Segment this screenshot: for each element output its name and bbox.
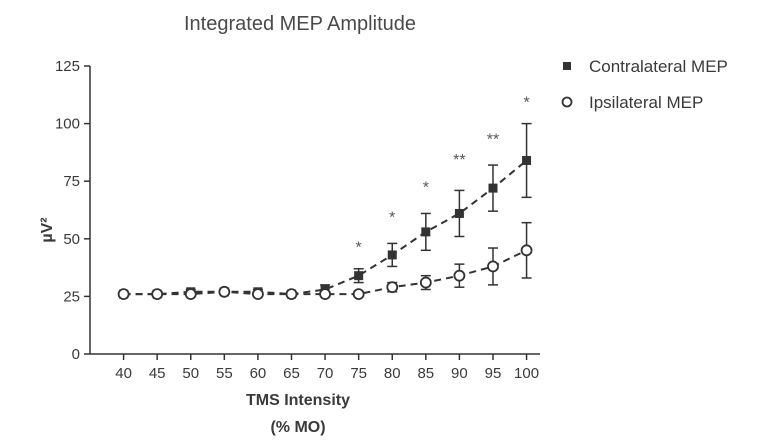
- x-tick-label: 45: [149, 365, 166, 382]
- data-point-square: [354, 271, 364, 281]
- data-point-square: [421, 227, 431, 237]
- data-point-circle: [419, 276, 432, 289]
- significance-marker: *: [523, 94, 529, 111]
- data-point-circle: [252, 288, 264, 300]
- data-point-square: [387, 250, 397, 260]
- data-point-circle: [352, 288, 365, 300]
- data-point-circle: [520, 244, 533, 257]
- x-tick-label: 55: [216, 365, 233, 382]
- legend-marker-ipsilateral: [561, 96, 573, 108]
- data-point-circle: [319, 288, 331, 300]
- y-tick-label: 50: [63, 231, 80, 248]
- data-point-circle: [487, 260, 499, 273]
- legend: Contralateral MEP Ipsilateral MEP: [561, 57, 728, 112]
- legend-marker-contralateral: [563, 62, 571, 70]
- x-tick-label: 40: [115, 365, 132, 382]
- significance-marker: **: [453, 152, 465, 169]
- x-tick-label: 65: [283, 365, 300, 382]
- legend-label-contralateral: Contralateral MEP: [589, 57, 728, 76]
- data-point-circle: [453, 269, 466, 282]
- data-point-circle: [151, 288, 164, 300]
- x-ticks: 40 45 50 55 60 65 70 75 80 85 90 95 100: [115, 354, 539, 382]
- legend-label-ipsilateral: Ipsilateral MEP: [589, 93, 703, 112]
- x-tick-label: 75: [350, 365, 367, 382]
- significance-marker: *: [389, 210, 395, 227]
- data-point-circle: [117, 288, 130, 300]
- data-point-square: [454, 208, 464, 218]
- data-point-circle: [184, 288, 197, 300]
- x-tick-label: 60: [250, 365, 267, 382]
- data-point-square: [522, 155, 532, 165]
- x-tick-label: 80: [384, 365, 401, 382]
- y-tick-label: 0: [72, 346, 80, 363]
- y-tick-label: 75: [63, 173, 80, 190]
- y-tick-label: 100: [55, 116, 80, 133]
- significance-marker: **: [487, 131, 499, 148]
- x-tick-label: 90: [451, 365, 468, 382]
- y-ticks: 0 25 50 75 100 125: [55, 58, 90, 363]
- data-point-circle: [285, 288, 298, 300]
- x-axis-label-line2: (% MO): [270, 419, 325, 436]
- y-axis-label: µV²: [39, 217, 56, 242]
- plot-area: ********: [117, 94, 533, 300]
- series-line: [123, 159, 528, 296]
- significance-marker: *: [423, 180, 429, 197]
- significance-markers: ********: [356, 94, 530, 256]
- data-point-square: [488, 183, 498, 193]
- y-tick-label: 125: [55, 58, 80, 75]
- x-tick-label: 50: [182, 365, 199, 382]
- series-ipsilateral: [117, 221, 533, 300]
- chart-title: Integrated MEP Amplitude: [184, 13, 416, 35]
- data-point-circle: [218, 285, 231, 298]
- x-axis-label-line1: TMS Intensity: [246, 392, 350, 409]
- significance-marker: *: [356, 240, 362, 257]
- y-tick-label: 25: [63, 288, 80, 305]
- x-tick-label: 95: [485, 365, 502, 382]
- x-tick-label: 70: [317, 365, 334, 382]
- data-point-circle: [386, 281, 399, 294]
- x-tick-label: 100: [514, 365, 539, 382]
- x-tick-label: 85: [417, 365, 434, 382]
